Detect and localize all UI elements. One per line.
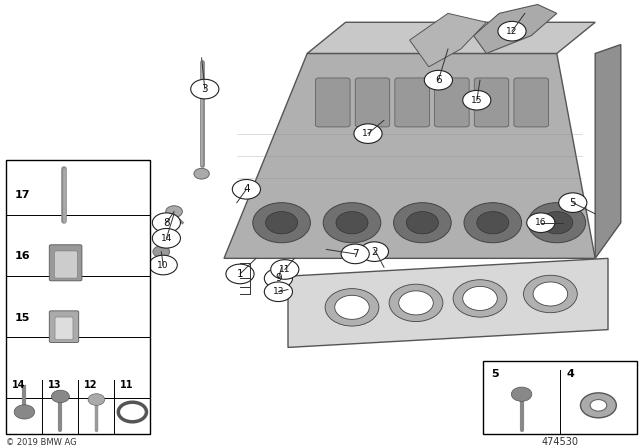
FancyBboxPatch shape xyxy=(49,311,79,342)
FancyBboxPatch shape xyxy=(435,78,469,127)
Text: 4: 4 xyxy=(566,369,574,379)
Circle shape xyxy=(266,211,298,234)
Circle shape xyxy=(325,289,379,326)
Circle shape xyxy=(424,70,452,90)
Circle shape xyxy=(232,180,260,199)
Circle shape xyxy=(341,244,369,264)
Circle shape xyxy=(264,269,292,288)
FancyBboxPatch shape xyxy=(355,78,390,127)
Text: 3: 3 xyxy=(202,84,208,94)
Polygon shape xyxy=(307,22,595,53)
Circle shape xyxy=(226,264,254,284)
Text: 4: 4 xyxy=(243,184,250,194)
Circle shape xyxy=(51,390,69,403)
Text: 8: 8 xyxy=(163,218,170,228)
Text: 11: 11 xyxy=(279,265,291,274)
Circle shape xyxy=(166,206,182,217)
Text: 16: 16 xyxy=(15,251,30,261)
Text: 12: 12 xyxy=(506,27,518,36)
Text: © 2019 BMW AG: © 2019 BMW AG xyxy=(6,438,77,447)
Circle shape xyxy=(477,211,509,234)
FancyBboxPatch shape xyxy=(316,78,350,127)
Text: 5: 5 xyxy=(570,198,576,208)
Polygon shape xyxy=(474,4,557,53)
Circle shape xyxy=(354,124,382,143)
Circle shape xyxy=(498,22,526,41)
FancyBboxPatch shape xyxy=(474,78,509,127)
Circle shape xyxy=(527,213,555,233)
Wedge shape xyxy=(253,202,310,243)
Text: 6: 6 xyxy=(435,75,442,85)
Circle shape xyxy=(559,193,587,212)
Circle shape xyxy=(264,282,292,302)
Circle shape xyxy=(152,228,180,248)
Circle shape xyxy=(453,280,507,317)
Circle shape xyxy=(541,211,573,234)
Text: 14: 14 xyxy=(161,234,172,243)
FancyBboxPatch shape xyxy=(514,78,548,127)
Text: 5: 5 xyxy=(491,369,499,379)
Wedge shape xyxy=(528,202,586,243)
Polygon shape xyxy=(288,258,608,347)
Text: 10: 10 xyxy=(157,261,169,270)
FancyBboxPatch shape xyxy=(395,78,429,127)
Circle shape xyxy=(580,393,616,418)
Circle shape xyxy=(14,405,35,419)
Circle shape xyxy=(533,282,568,306)
Polygon shape xyxy=(410,13,486,67)
Text: 474530: 474530 xyxy=(541,437,579,447)
Circle shape xyxy=(335,295,369,319)
Text: 11: 11 xyxy=(120,380,133,390)
Circle shape xyxy=(271,260,299,279)
Wedge shape xyxy=(464,202,522,243)
Circle shape xyxy=(399,291,433,315)
Circle shape xyxy=(149,255,177,275)
FancyBboxPatch shape xyxy=(6,160,150,434)
Circle shape xyxy=(360,242,388,262)
Text: 17: 17 xyxy=(15,190,30,200)
Text: 2: 2 xyxy=(371,247,378,257)
Circle shape xyxy=(152,213,180,233)
Text: 1: 1 xyxy=(237,269,243,279)
Wedge shape xyxy=(323,202,381,243)
Circle shape xyxy=(524,275,577,313)
Text: 7: 7 xyxy=(352,249,358,259)
Circle shape xyxy=(406,211,438,234)
FancyBboxPatch shape xyxy=(483,361,637,434)
Circle shape xyxy=(463,286,497,310)
Circle shape xyxy=(389,284,443,322)
Text: 16: 16 xyxy=(535,218,547,227)
FancyBboxPatch shape xyxy=(49,245,82,281)
Text: 12: 12 xyxy=(84,380,97,390)
Polygon shape xyxy=(595,44,621,258)
FancyBboxPatch shape xyxy=(55,317,73,340)
Text: 17: 17 xyxy=(362,129,374,138)
Circle shape xyxy=(88,394,105,405)
Circle shape xyxy=(194,168,209,179)
Text: 13: 13 xyxy=(48,380,61,390)
Circle shape xyxy=(336,211,368,234)
Polygon shape xyxy=(224,53,595,258)
Text: 15: 15 xyxy=(471,96,483,105)
FancyBboxPatch shape xyxy=(54,251,77,278)
Circle shape xyxy=(511,387,532,401)
Circle shape xyxy=(118,402,147,422)
Text: 14: 14 xyxy=(12,380,26,390)
Text: 13: 13 xyxy=(273,287,284,296)
Circle shape xyxy=(153,246,170,258)
Circle shape xyxy=(191,79,219,99)
Text: 9: 9 xyxy=(275,273,282,284)
Circle shape xyxy=(590,400,607,411)
Wedge shape xyxy=(394,202,451,243)
Text: 15: 15 xyxy=(15,313,30,323)
Circle shape xyxy=(463,90,491,110)
